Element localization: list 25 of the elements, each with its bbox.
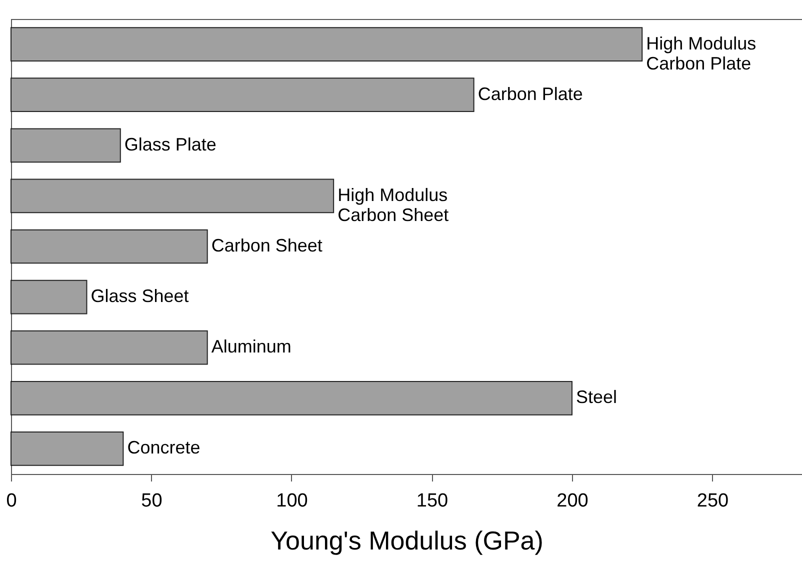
bar [10, 78, 474, 112]
x-axis-title: Young's Modulus (GPa) [270, 526, 544, 556]
bar [10, 380, 572, 416]
bar [10, 178, 334, 214]
x-tick-label: 50 [141, 490, 162, 512]
x-tick-label: 250 [696, 490, 729, 512]
x-tick-label: 0 [6, 490, 17, 512]
y-tick-label: Carbon Sheet [211, 236, 322, 256]
y-tick-label: Carbon Plate [478, 84, 583, 104]
y-tick-label: Glass Plate [124, 134, 216, 154]
bar [10, 128, 121, 163]
y-tick-label: Steel [576, 387, 618, 408]
bar [10, 280, 88, 314]
bar [10, 432, 124, 466]
y-tick-label: Glass Sheet [90, 286, 189, 306]
y-tick-label: High Modulus Carbon Sheet [338, 184, 449, 225]
bar [10, 229, 208, 264]
x-tick-label: 150 [416, 490, 448, 512]
y-tick-label: Concrete [127, 438, 200, 458]
y-tick-label: High Modulus Carbon Plate [646, 33, 756, 74]
x-tick-label: 200 [556, 490, 588, 512]
y-tick-label: Aluminum [211, 336, 292, 357]
bar [10, 330, 208, 365]
x-tick-label: 100 [276, 490, 308, 512]
bar [10, 27, 643, 62]
